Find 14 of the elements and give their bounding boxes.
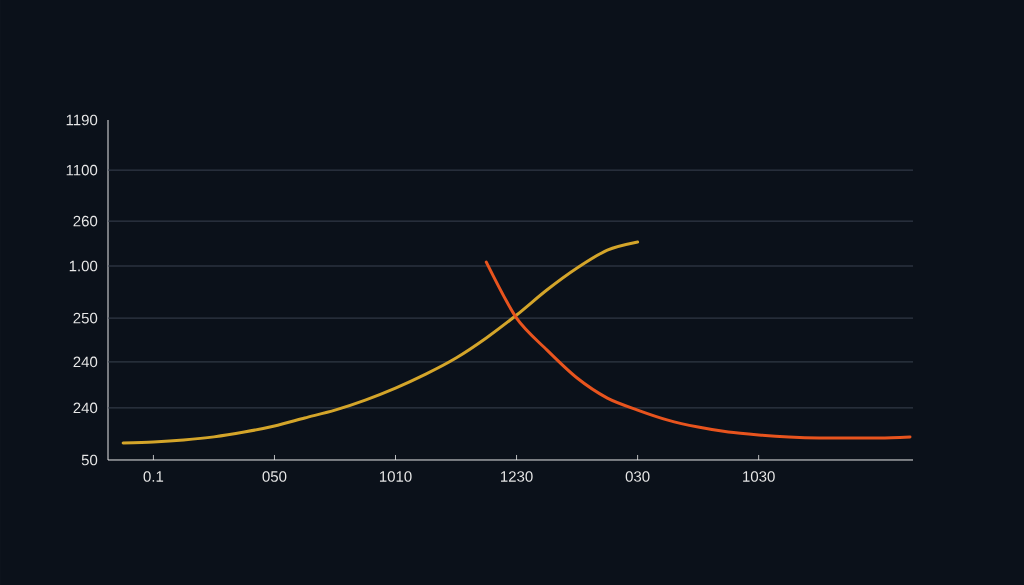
text: 1.00 xyxy=(69,260,98,272)
x-tick-label: 050 xyxy=(262,471,287,482)
x-tick-label: 1010 xyxy=(379,471,412,482)
x-tick-label: 1230 xyxy=(501,471,533,482)
x-tick-label: 1030 xyxy=(743,471,775,482)
text: 1190 xyxy=(66,114,98,126)
x-tick-label: 030 xyxy=(625,471,650,482)
text: 260 xyxy=(73,215,98,227)
text: 50 xyxy=(81,454,98,466)
text: 240 xyxy=(73,402,98,414)
text: 250 xyxy=(73,312,98,324)
text: 1100 xyxy=(66,164,98,176)
text: 240 xyxy=(73,356,98,368)
x-tick-label: 0.1 xyxy=(143,471,164,482)
